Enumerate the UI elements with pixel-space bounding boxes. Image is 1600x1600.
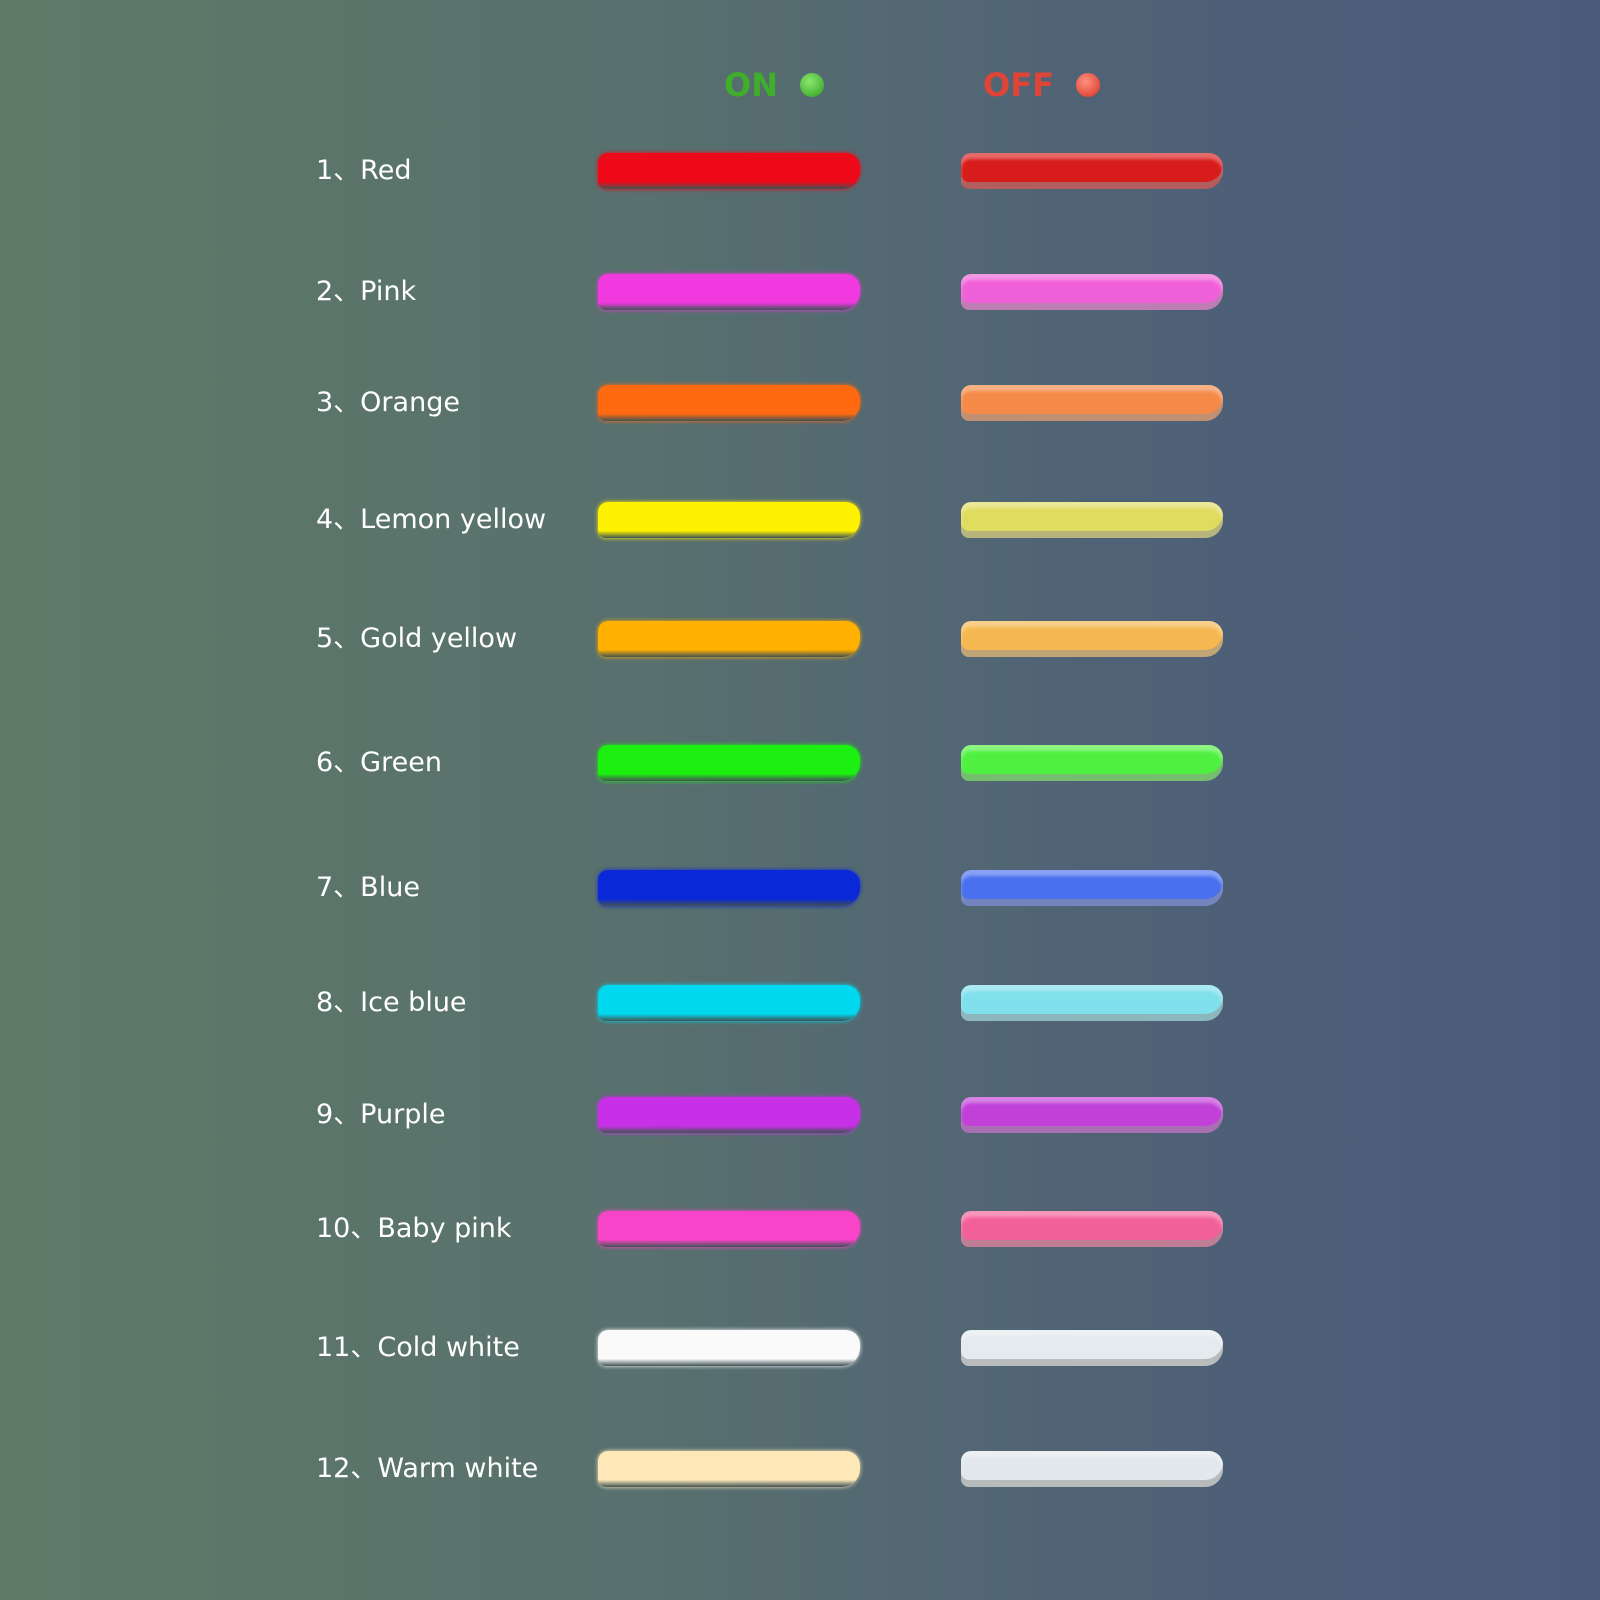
color-label: 10、Baby pink (316, 1213, 512, 1244)
off-strip (961, 502, 1223, 538)
color-row: 7、Blue (0, 868, 1600, 908)
off-strip (961, 153, 1223, 189)
green-dot-icon (799, 73, 824, 97)
off-strip (961, 385, 1223, 421)
red-dot-icon (1075, 73, 1100, 97)
off-strip (961, 1451, 1223, 1487)
on-strip (598, 153, 860, 189)
on-strip (598, 385, 860, 421)
on-strip (598, 1330, 860, 1366)
off-strip (961, 621, 1223, 657)
color-row: 5、Gold yellow (0, 619, 1600, 659)
color-row: 8、Ice blue (0, 983, 1600, 1023)
off-strip (961, 274, 1223, 310)
color-label: 12、Warm white (316, 1453, 539, 1484)
on-strip (598, 745, 860, 781)
color-label: 1、Red (316, 155, 412, 186)
color-row: 4、Lemon yellow (0, 500, 1600, 540)
on-strip (598, 1211, 860, 1247)
color-row: 3、Orange (0, 383, 1600, 423)
on-strip (598, 870, 860, 906)
off-strip (961, 1330, 1223, 1366)
on-strip (598, 985, 860, 1021)
color-label: 9、Purple (316, 1099, 446, 1130)
color-row: 11、Cold white (0, 1328, 1600, 1368)
off-strip (961, 745, 1223, 781)
color-row: 2、Pink (0, 272, 1600, 312)
on-strip (598, 1097, 860, 1133)
color-row: 6、Green (0, 743, 1600, 783)
off-header: OFF (983, 66, 1100, 104)
off-strip (961, 870, 1223, 906)
color-row: 10、Baby pink (0, 1209, 1600, 1249)
off-strip (961, 1211, 1223, 1247)
on-strip (598, 274, 860, 310)
color-label: 2、Pink (316, 276, 417, 307)
color-label: 3、Orange (316, 387, 460, 418)
color-row: 9、Purple (0, 1095, 1600, 1135)
color-label: 7、Blue (316, 872, 420, 903)
color-label: 6、Green (316, 747, 442, 778)
color-row: 1、Red (0, 151, 1600, 191)
on-label: ON (724, 66, 778, 104)
off-strip (961, 985, 1223, 1021)
on-strip (598, 502, 860, 538)
color-label: 5、Gold yellow (316, 623, 518, 654)
on-strip (598, 621, 860, 657)
color-label: 11、Cold white (316, 1332, 520, 1363)
on-header: ON (724, 66, 824, 104)
off-label: OFF (983, 66, 1054, 104)
color-label: 8、Ice blue (316, 987, 467, 1018)
color-label: 4、Lemon yellow (316, 504, 547, 535)
color-row: 12、Warm white (0, 1449, 1600, 1489)
off-strip (961, 1097, 1223, 1133)
on-strip (598, 1451, 860, 1487)
